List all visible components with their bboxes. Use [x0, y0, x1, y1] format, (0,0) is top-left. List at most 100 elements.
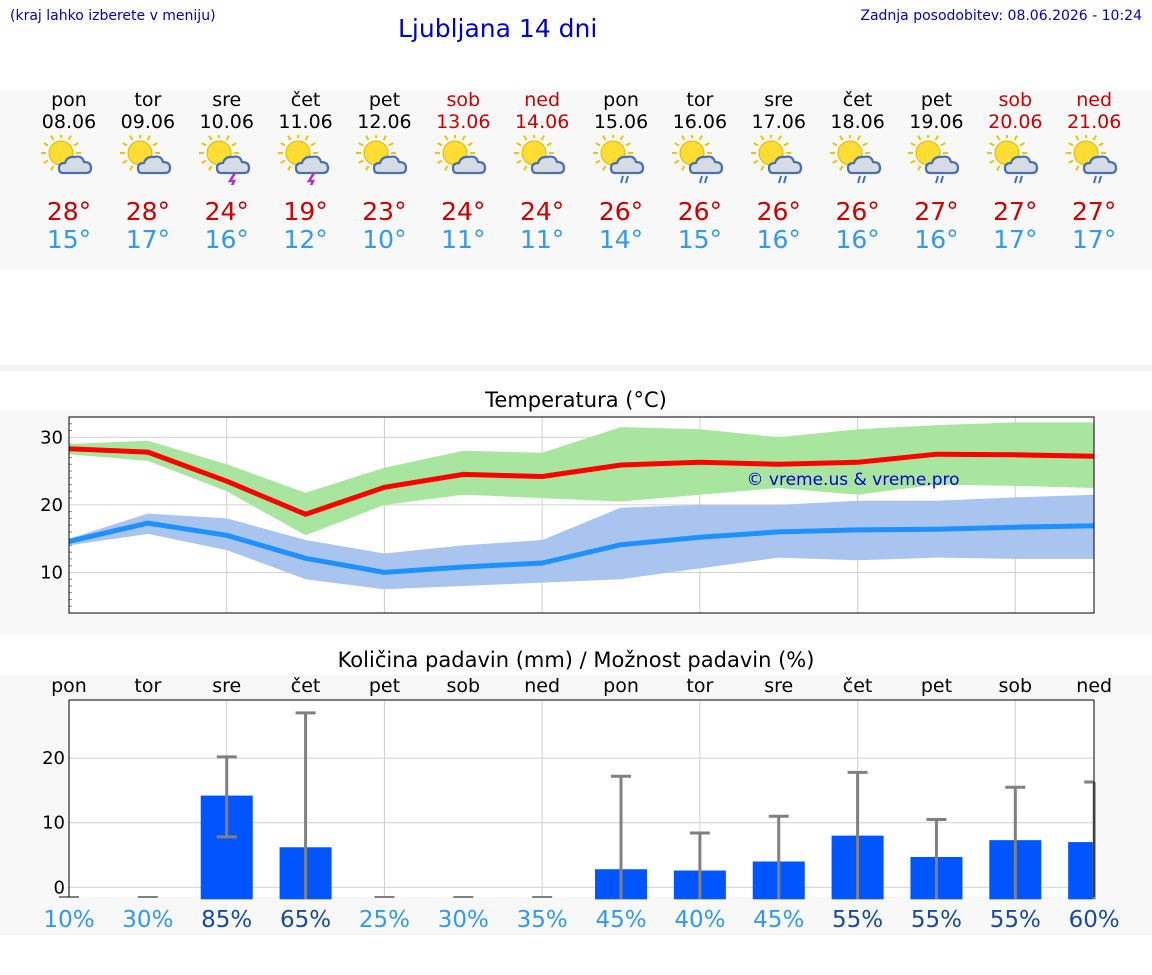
precip-probability: 55% — [990, 907, 1041, 933]
day-date: 14.06 — [514, 111, 570, 133]
sun-cloud-icon — [435, 133, 491, 185]
precip-chart: pon tor sre čet pet sob ned pon tor sre čet pet sob n… — [42, 675, 1120, 933]
sun-cloud-icon — [119, 133, 176, 185]
day-date: 09.06 — [120, 111, 176, 133]
max-temp: 19° — [283, 197, 328, 226]
category-label: pon — [51, 675, 87, 697]
sun-cloud-storm-icon — [277, 133, 334, 189]
day-column: sob 20.06 27° 17° — [975, 89, 1055, 254]
day-column: sre 17.06 26° 16° — [739, 89, 819, 254]
day-date: 15.06 — [593, 111, 649, 133]
day-date: 17.06 — [751, 111, 806, 133]
plot-frame — [68, 416, 1095, 614]
day-date: 12.06 — [357, 111, 412, 133]
day-name: sre — [764, 89, 794, 111]
day-column: tor 09.06 28° 17° — [108, 89, 188, 254]
day-column: pet 12.06 23° 10° — [344, 89, 424, 254]
min-temp: 11° — [520, 225, 565, 254]
day-name: ned — [524, 89, 561, 111]
y-tick-label: 0 — [54, 877, 65, 898]
min-temp: 14° — [598, 225, 644, 254]
day-column: ned 21.06 27° 17° — [1054, 89, 1134, 254]
day-date: 18.06 — [830, 111, 885, 133]
precip-probability: 65% — [280, 907, 331, 933]
location-hint: (kraj lahko izberete v meniju) — [10, 8, 216, 24]
category-label: ned — [1076, 675, 1112, 697]
day-date: 20.06 — [988, 111, 1043, 133]
y-tick-label: 20 — [40, 495, 63, 516]
min-temp: 12° — [283, 225, 328, 254]
min-temp: 11° — [441, 225, 486, 254]
day-name: čet — [842, 89, 873, 111]
precip-probability: 35% — [517, 907, 568, 933]
min-temp: 16° — [756, 225, 801, 254]
precip-bar — [1068, 842, 1094, 900]
precip-probability: 45% — [753, 907, 804, 933]
min-temp: 17° — [125, 225, 171, 254]
category-label: čet — [291, 675, 321, 697]
day-name: sob — [446, 89, 481, 111]
precip-probability: 55% — [832, 907, 883, 933]
max-temp: 26° — [835, 197, 880, 226]
sun-cloud-rain-icon — [671, 133, 728, 185]
day-column: pon 15.06 26° 14° — [581, 89, 661, 254]
forecast-band — [0, 90, 1152, 270]
category-label: ned — [524, 675, 560, 697]
day-date: 16.06 — [672, 111, 728, 133]
max-temp: 23° — [362, 197, 407, 226]
sun-cloud-icon — [356, 133, 412, 185]
day-date: 10.06 — [199, 111, 254, 133]
y-tick-label: 30 — [40, 427, 63, 448]
precip-chart-title: Količina padavin (mm) / Možnost padavin … — [337, 648, 815, 672]
y-tick-label: 10 — [42, 813, 65, 834]
max-temp: 27° — [1072, 197, 1117, 226]
min-temp: 15° — [677, 225, 723, 254]
max-temp: 26° — [756, 197, 801, 226]
day-name: pet — [920, 89, 953, 111]
day-name: tor — [134, 89, 162, 111]
sun-cloud-rain-icon — [829, 133, 886, 185]
category-label: pet — [369, 675, 400, 697]
day-name: pon — [51, 89, 87, 111]
sun-cloud-storm-icon — [198, 133, 255, 189]
watermark: © vreme.us & vreme.pro — [746, 470, 959, 490]
precip-probability: 30% — [438, 907, 489, 933]
temperature-chart-title: Temperatura (°C) — [485, 388, 667, 412]
precip-probability: 60% — [1069, 907, 1120, 933]
category-label: sob — [999, 675, 1033, 697]
max-temp: 24° — [441, 197, 486, 226]
category-label: pet — [921, 675, 952, 697]
y-tick-label: 20 — [42, 748, 65, 769]
temperature-chart: 10 20 30 © vreme.us & vreme.pro — [40, 416, 1095, 614]
day-date: 19.06 — [909, 111, 964, 133]
day-date: 08.06 — [41, 111, 97, 133]
day-column: čet 11.06 19° 12° — [266, 89, 346, 254]
day-date: 13.06 — [436, 111, 491, 133]
sun-cloud-rain-icon — [1066, 133, 1122, 185]
category-label: tor — [686, 675, 713, 697]
precip-probability: 25% — [359, 907, 410, 933]
precip-probability: 40% — [674, 907, 725, 933]
min-temp: 16° — [914, 225, 959, 254]
day-date: 21.06 — [1066, 111, 1122, 133]
min-temp: 15° — [46, 225, 92, 254]
day-column: pet 19.06 27° 16° — [896, 89, 976, 254]
sun-cloud-rain-icon — [593, 133, 649, 185]
day-name: pon — [603, 89, 639, 111]
max-temp: 28° — [46, 197, 92, 226]
day-date: 11.06 — [278, 111, 333, 133]
last-update: Zadnja posodobitev: 08.06.2026 - 10:24 — [860, 8, 1142, 24]
min-temp: 16° — [835, 225, 880, 254]
day-name: tor — [686, 89, 714, 111]
day-column: pon 08.06 28° 15° — [29, 89, 109, 254]
precip-probability: 45% — [595, 907, 646, 933]
min-temp: 16° — [204, 225, 249, 254]
category-label: pon — [603, 675, 639, 697]
day-name: čet — [290, 89, 321, 111]
day-name: sob — [998, 89, 1033, 111]
category-label: sre — [764, 675, 793, 697]
day-name: ned — [1076, 89, 1113, 111]
page-title: Ljubljana 14 dni — [398, 14, 598, 43]
precip-probability: 30% — [122, 907, 173, 933]
max-temp: 28° — [125, 197, 171, 226]
